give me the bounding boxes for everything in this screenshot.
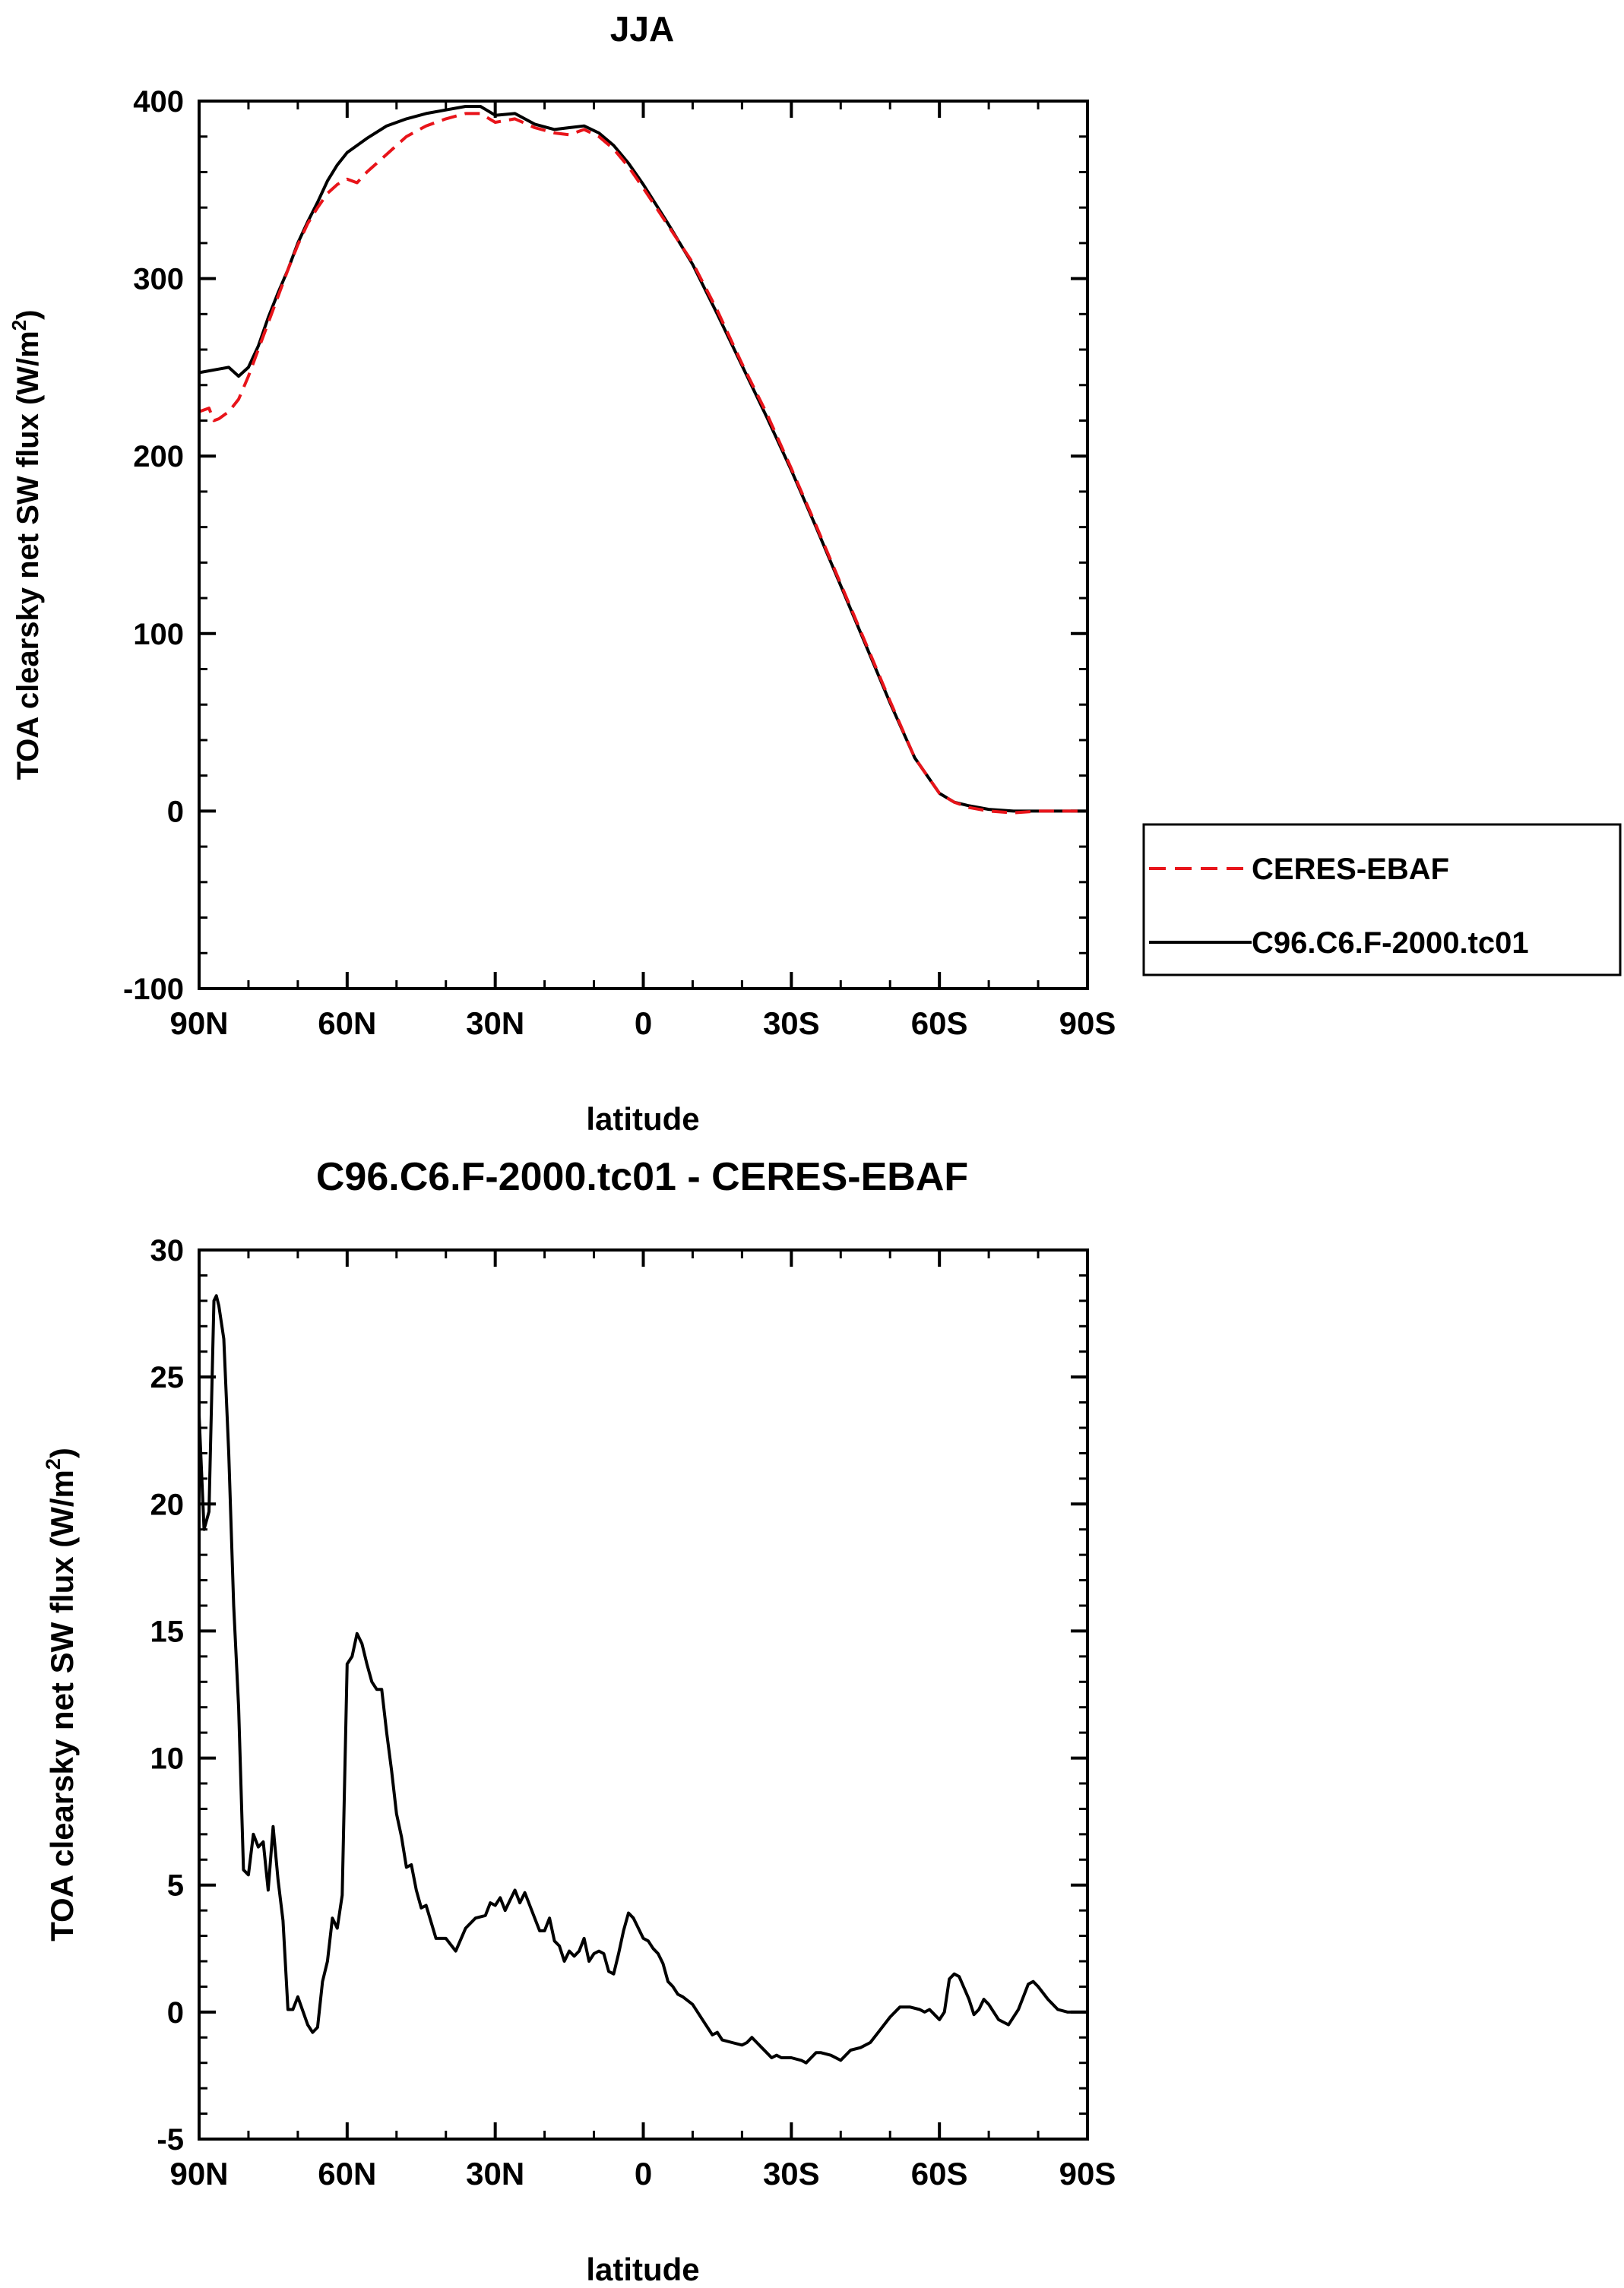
top-chart-x-tick-label: 90S bbox=[1059, 1005, 1116, 1041]
bottom-chart-title: C96.C6.F-2000.tc01 - CERES-EBAF bbox=[316, 1155, 968, 1199]
bottom-chart-x-tick-label: 30S bbox=[763, 2156, 820, 2191]
top-chart-legend: CERES-EBAF C96.C6.F-2000.tc01 bbox=[1142, 823, 1622, 976]
bottom-chart-plot-frame bbox=[198, 1248, 1089, 2141]
top-chart-x-tick-labels: 90N 60N 30N 0 30S 60S 90S bbox=[169, 1005, 1116, 1041]
bottom-chart-y-axis-label-main: TOA clearsky net SW flux (W/m bbox=[44, 1470, 80, 1941]
bottom-chart-series bbox=[198, 1294, 1087, 2065]
top-chart-x-tick-label: 0 bbox=[635, 1005, 652, 1041]
bottom-chart-x-tick-label: 0 bbox=[635, 2156, 652, 2191]
top-chart-y-axis-label: TOA clearsky net SW flux (W/m2) bbox=[8, 309, 45, 780]
bottom-chart-x-tick-label: 90N bbox=[169, 2156, 228, 2191]
top-chart-series-line-ceres-ebaf bbox=[198, 112, 1087, 815]
bottom-chart-y-tick-label: 5 bbox=[167, 1869, 184, 1903]
top-chart-y-tick-label: 200 bbox=[133, 440, 184, 473]
top-chart-y-tick-labels: -100 0 100 200 300 400 bbox=[123, 85, 184, 1006]
top-chart-y-tick-label: 100 bbox=[133, 618, 184, 651]
top-chart-title: JJA bbox=[610, 9, 674, 49]
bottom-chart-x-tick-label: 30N bbox=[466, 2156, 524, 2191]
top-chart-y-tick-label: -100 bbox=[123, 973, 184, 1006]
bottom-chart-y-tick-label: 30 bbox=[150, 1234, 185, 1267]
top-chart-y-axis-label-close: ) bbox=[11, 309, 45, 319]
bottom-chart-x-axis-label: latitude bbox=[586, 2252, 699, 2287]
bottom-chart-x-tick-label: 90S bbox=[1059, 2156, 1116, 2191]
bottom-chart-y-axis-label: TOA clearsky net SW flux (W/m2) bbox=[42, 1448, 80, 1941]
top-chart-series bbox=[198, 105, 1087, 815]
legend-ceres-label: CERES-EBAF bbox=[1252, 853, 1449, 886]
top-chart-y-axis-label-superscript: 2 bbox=[8, 320, 30, 331]
top-chart-y-tick-label: 400 bbox=[133, 85, 184, 119]
top-chart-x-tick-label: 60S bbox=[911, 1005, 968, 1041]
top-chart-x-axis-label: latitude bbox=[586, 1101, 699, 1137]
top-chart-x-tick-label: 30N bbox=[466, 1005, 524, 1041]
bottom-chart-x-tick-label: 60N bbox=[318, 2156, 376, 2191]
top-chart-y-tick-label: 0 bbox=[167, 795, 184, 828]
bottom-chart-y-tick-label: 0 bbox=[167, 1996, 184, 2030]
top-chart: JJA 90N 60N 30N 0 30S 60S 90S -100 0 100 200 300 40… bbox=[8, 9, 1622, 1137]
bottom-chart-y-axis-label-superscript: 2 bbox=[42, 1458, 65, 1470]
bottom-chart-y-tick-label: 15 bbox=[150, 1615, 185, 1648]
bottom-chart-y-tick-label: 25 bbox=[150, 1361, 185, 1394]
bottom-chart-series-line-difference bbox=[198, 1294, 1087, 2065]
bottom-chart-y-tick-label: 10 bbox=[150, 1742, 185, 1776]
top-chart-y-tick-label: 300 bbox=[133, 263, 184, 296]
top-chart-plot-frame bbox=[198, 100, 1089, 990]
top-chart-x-tick-label: 30S bbox=[763, 1005, 820, 1041]
top-chart-x-tick-label: 60N bbox=[318, 1005, 376, 1041]
top-chart-x-tick-label: 90N bbox=[169, 1005, 228, 1041]
bottom-chart-y-tick-label: 20 bbox=[150, 1488, 185, 1521]
bottom-chart-x-tick-labels: 90N 60N 30N 0 30S 60S 90S bbox=[169, 2156, 1116, 2191]
bottom-chart: C96.C6.F-2000.tc01 - CERES-EBAF 90N 60N 30… bbox=[42, 1155, 1116, 2287]
bottom-chart-y-axis-label-close: ) bbox=[44, 1448, 80, 1458]
bottom-chart-y-tick-label: -5 bbox=[157, 2123, 184, 2157]
bottom-chart-y-tick-labels: -5 0 5 10 15 20 25 30 bbox=[150, 1234, 185, 2157]
legend-model-label: C96.C6.F-2000.tc01 bbox=[1252, 926, 1529, 960]
top-chart-y-axis-label-main: TOA clearsky net SW flux (W/m bbox=[11, 331, 45, 780]
legend-box bbox=[1142, 823, 1622, 976]
bottom-chart-x-tick-label: 60S bbox=[911, 2156, 968, 2191]
